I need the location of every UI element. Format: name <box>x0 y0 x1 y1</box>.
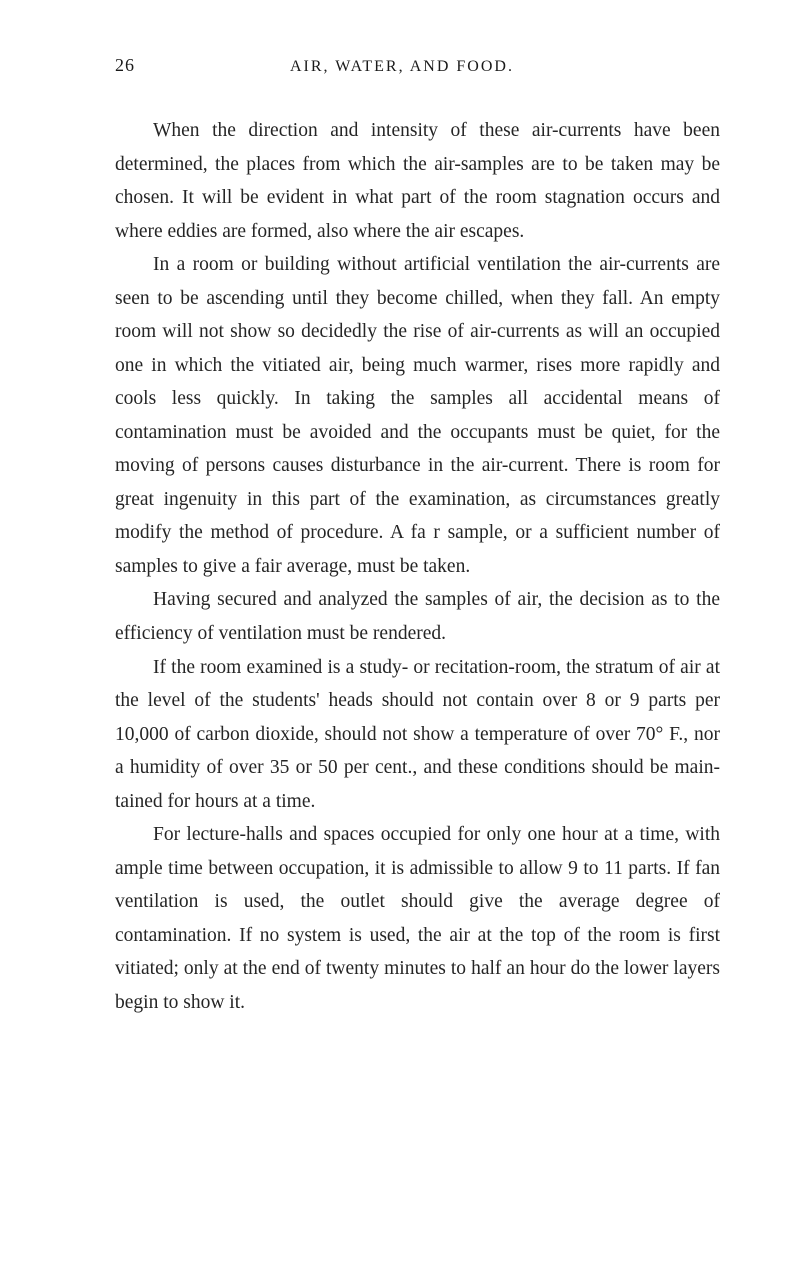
paragraph-4: If the room examined is a study- or reci… <box>115 651 720 819</box>
paragraph-5: For lecture-halls and spaces occupied fo… <box>115 818 720 1019</box>
paragraph-3: Having secured and analyzed the samples … <box>115 583 720 650</box>
body-text: When the direction and intensity of thes… <box>115 114 720 1019</box>
page-number: 26 <box>115 55 135 76</box>
running-head: AIR, WATER, AND FOOD. <box>290 58 514 76</box>
page-header: 26 AIR, WATER, AND FOOD. <box>115 55 720 76</box>
paragraph-2: In a room or building without artificial… <box>115 248 720 583</box>
paragraph-1: When the direction and intensity of thes… <box>115 114 720 248</box>
